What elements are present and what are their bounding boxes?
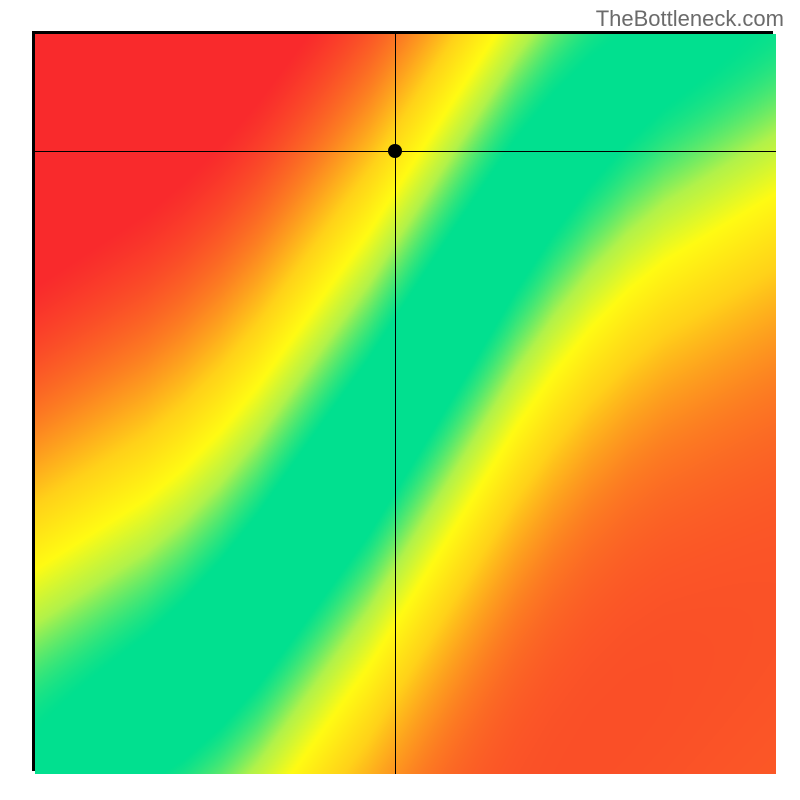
watermark-text: TheBottleneck.com bbox=[596, 6, 784, 32]
crosshair-horizontal bbox=[35, 151, 776, 152]
bottleneck-heatmap bbox=[35, 34, 776, 774]
crosshair-marker bbox=[388, 144, 402, 158]
plot-frame bbox=[32, 31, 773, 771]
